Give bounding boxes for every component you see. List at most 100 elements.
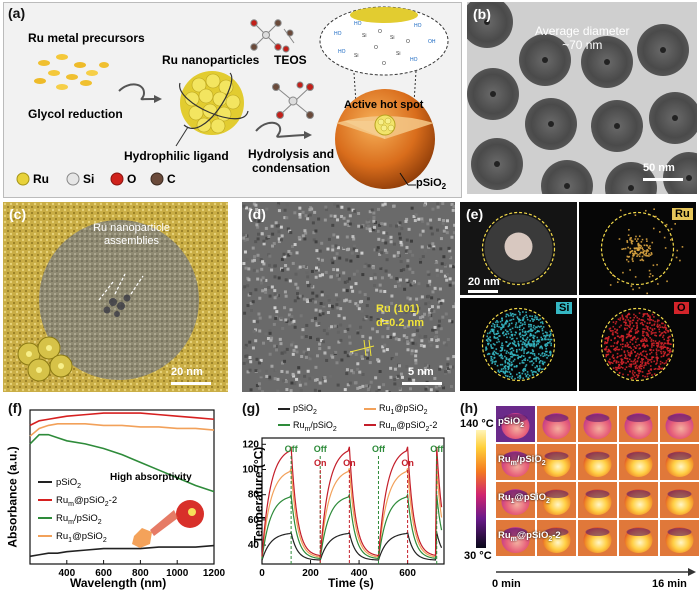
nanosphere-core [484, 19, 490, 25]
time-start-label: 0 min [492, 578, 521, 590]
legend-swatch [278, 407, 290, 410]
time-end-label: 16 min [652, 578, 687, 590]
y-tick-label: 60 [248, 515, 260, 526]
well-rim [585, 490, 610, 498]
diameter-text: Average diameter ~70 nm [535, 24, 630, 52]
nanosphere [541, 160, 593, 194]
svg-text:HO: HO [414, 23, 422, 29]
scale-bar [468, 290, 498, 293]
legend-text: Rum/pSiO2 [56, 512, 102, 526]
ru-core-haadf [504, 232, 533, 261]
svg-text:O: O [406, 39, 410, 45]
legend-entry: Rum@pSiO2-2 [38, 494, 117, 512]
series-line [29, 412, 215, 427]
o-map-label: O [674, 302, 689, 314]
y-tick-label: 40 [248, 540, 260, 551]
row-label: pSiO2 [498, 416, 525, 429]
schematic-graphics: HO HO HO OH HO HO Si O Si O Si Si O O [16, 6, 449, 189]
particle-outline [481, 307, 556, 382]
well-rim [503, 490, 528, 498]
legend-o-atom [110, 172, 124, 186]
nanosphere-core [542, 57, 548, 63]
legend-entry: pSiO2 [278, 402, 364, 419]
lattice-marker [349, 339, 375, 357]
off-label: Off [314, 444, 328, 454]
legend-text: Rum@pSiO2-2 [56, 494, 118, 508]
teos-molecule-2 [272, 81, 314, 119]
lattice-text: Ru (101) d=0.2 nm [376, 303, 424, 329]
well-rim [667, 528, 692, 536]
legend-swatch [364, 424, 376, 427]
nanosphere-core [490, 91, 496, 97]
particle-outline [600, 307, 675, 382]
panel-label: (d) [248, 206, 266, 222]
panel-label: (b) [473, 6, 491, 22]
legend-c-atom [150, 172, 164, 186]
particle-outline [481, 211, 556, 286]
hydrolysis-text: Hydrolysis and condensation [248, 147, 334, 175]
y-axis-label: Temperature (°C) [251, 446, 266, 544]
nanosphere [605, 162, 657, 194]
glycol-text: Glycol reduction [28, 107, 123, 121]
scale-text: 20 nm [468, 276, 500, 288]
well-rim [626, 528, 651, 536]
svg-text:HO: HO [354, 21, 362, 27]
nanosphere-core [686, 175, 692, 181]
svg-text:O: O [382, 61, 386, 67]
silica-network-inset: HO HO HO OH HO HO Si O Si O Si Si O O [319, 6, 449, 76]
panel-f: (f) 400 600 800 1000 1200 Absorbance (a.u.) … [0, 398, 230, 596]
legend-entry: Rum/pSiO2 [278, 419, 364, 436]
panel-a: HO HO HO OH HO HO Si O Si O Si Si O O [3, 2, 462, 198]
y-tick-label: 100 [242, 465, 259, 476]
panel-label: (c) [9, 206, 27, 222]
legend-o-label: O [127, 172, 137, 186]
row-label: Rum@pSiO2-2 [498, 530, 561, 543]
scale-text: 5 nm [408, 366, 434, 378]
legend-text: Rum/pSiO2 [293, 419, 337, 433]
scale-bar [402, 382, 442, 385]
hydrolysis-line: Hydrolysis and [248, 147, 335, 161]
svg-text:OH: OH [428, 39, 436, 45]
precursors-text: Ru metal precursors [28, 31, 145, 45]
well-rim [585, 414, 610, 422]
row-label: Ru1@pSiO2 [498, 492, 550, 505]
temperature-chart: 0 200 400 600 40 60 80 100 120 Off Off Off Off On On On [242, 437, 445, 579]
legend-text: pSiO2 [56, 477, 82, 490]
y-axis-label: Absorbance (a.u.) [5, 446, 20, 548]
absorbance-chart: 400 600 800 1000 1200 [29, 409, 226, 579]
ru-nanoparticle-cluster [175, 71, 249, 147]
panel-d: (d) Ru (101) d=0.2 nm 5 nm [242, 202, 455, 392]
x-tick-label: 200 [302, 568, 319, 579]
svg-text:Si: Si [362, 33, 366, 39]
legend-entry: pSiO2 [38, 476, 117, 494]
particle-outline [600, 211, 675, 286]
scale-bar [171, 382, 211, 385]
off-label: Off [430, 444, 444, 454]
arrow-icon [255, 121, 305, 138]
series-line [261, 531, 443, 561]
colorbar [476, 430, 486, 548]
series-line [29, 423, 215, 437]
legend-c-label: C [167, 172, 176, 186]
legend-text: Ru1@pSiO2 [379, 403, 428, 416]
legend-ru-atom [16, 172, 30, 186]
panel-h: (h) 140 °C 30 °C 0 min 16 min pSiO2 Rum/p… [456, 398, 700, 596]
legend-entry: Rum/pSiO2 [38, 512, 117, 530]
hrtem-image [242, 202, 455, 392]
legend-swatch [38, 481, 52, 484]
well-rim [503, 528, 528, 536]
svg-text:HO: HO [334, 31, 342, 37]
well-rim [667, 414, 692, 422]
legend-swatch [38, 517, 52, 520]
x-tick-label: 600 [95, 568, 112, 579]
nanosphere-core [494, 161, 500, 167]
x-tick-label: 1200 [203, 568, 226, 579]
scale-text: 50 nm [643, 162, 675, 174]
legend-swatch [278, 424, 290, 427]
on-label: On [401, 458, 414, 468]
ligand-text: Hydrophilic ligand [124, 149, 229, 163]
psio2-text: pSiO2 [416, 177, 447, 192]
nanosphere-core [614, 123, 620, 129]
panel-b: (b) Average diameter ~70 nm 50 nm [467, 2, 697, 194]
x-axis-label: Time (s) [328, 576, 374, 590]
